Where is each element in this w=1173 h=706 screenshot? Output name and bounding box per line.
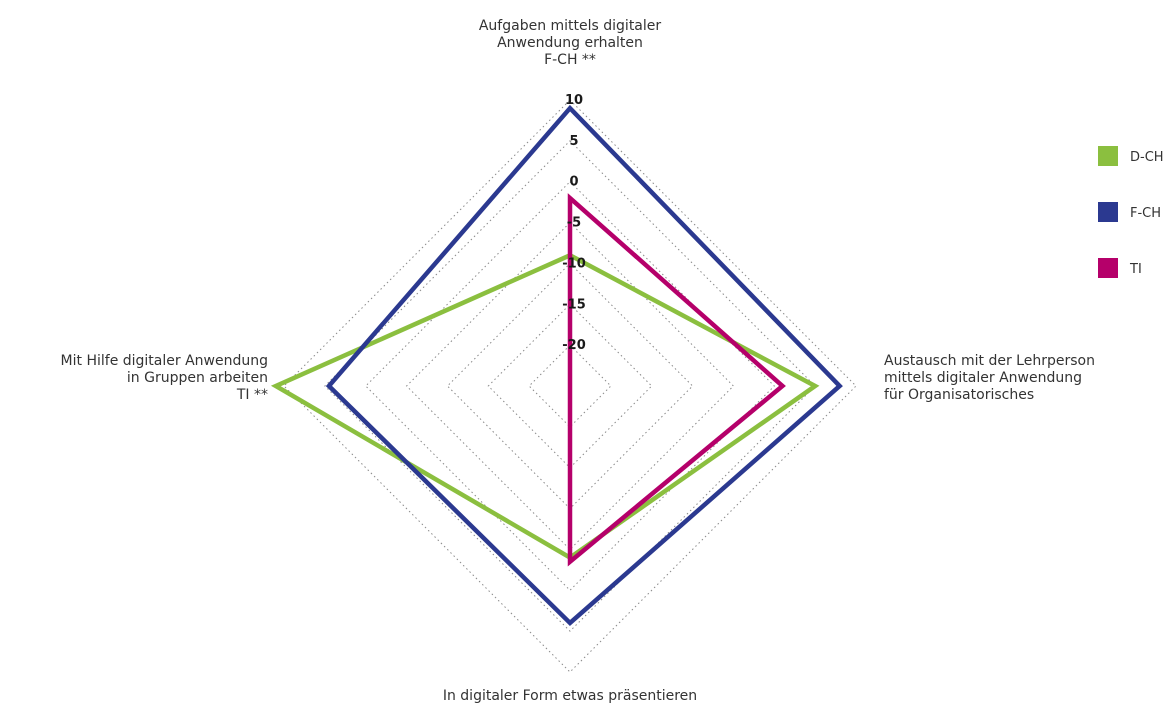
series-lines	[270, 104, 843, 627]
axis-label: In digitaler Form etwas präsentieren	[443, 688, 697, 704]
axis-label-line: Anwendung erhalten	[497, 35, 643, 51]
axis-label-line: Mit Hilfe digitaler Anwendung	[61, 353, 268, 369]
tick-label: -10	[562, 256, 586, 271]
axis-label: Mit Hilfe digitaler Anwendung in Gruppen …	[61, 353, 268, 403]
axis-label-line: TI **	[236, 387, 268, 403]
tick-labels: -20 -15 -10 -5 0 5 10	[562, 93, 586, 353]
grid-ring	[487, 303, 653, 469]
axis-label-line: in Gruppen arbeiten	[127, 370, 268, 386]
axis-labels: Aufgaben mittels digitaler Anwendung erha…	[61, 18, 1095, 704]
grid-ring	[405, 221, 735, 551]
tick-label: -20	[562, 338, 586, 353]
legend-swatch-d-ch	[1098, 146, 1118, 166]
axis-label-line: In digitaler Form etwas präsentieren	[443, 688, 697, 704]
axis-label-line: mittels digitaler Anwendung	[884, 370, 1082, 386]
axis-label-line: für Organisatorisches	[884, 387, 1034, 403]
series-line-f-ch	[325, 104, 843, 627]
axis-label-line: Aufgaben mittels digitaler	[479, 18, 662, 34]
axis-label: Austausch mit der Lehrperson mittels digi…	[884, 353, 1095, 403]
grid-ring	[324, 140, 816, 632]
series-line-ti	[567, 193, 786, 567]
legend-label-f-ch: F-CH	[1130, 206, 1161, 221]
axis-label: Aufgaben mittels digitaler Anwendung erha…	[479, 18, 662, 68]
tick-label: 10	[565, 93, 583, 108]
legend: D-CH F-CH TI	[1098, 146, 1164, 278]
axis-label-line: F-CH **	[544, 52, 596, 68]
tick-label: 5	[569, 134, 578, 149]
series-line-d-ch	[270, 252, 820, 561]
legend-label-d-ch: D-CH	[1130, 150, 1164, 165]
legend-swatch-ti	[1098, 258, 1118, 278]
legend-swatch-f-ch	[1098, 202, 1118, 222]
tick-label: -15	[562, 297, 586, 312]
legend-label-ti: TI	[1129, 262, 1142, 277]
axis-label-line: Austausch mit der Lehrperson	[884, 353, 1095, 369]
tick-label: 0	[569, 175, 578, 190]
tick-label: -5	[567, 216, 581, 231]
